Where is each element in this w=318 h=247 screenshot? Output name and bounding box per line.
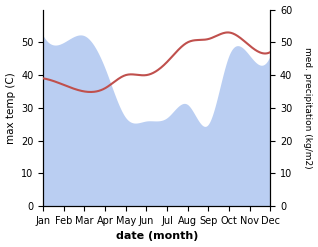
Y-axis label: med. precipitation (kg/m2): med. precipitation (kg/m2) xyxy=(303,47,313,169)
X-axis label: date (month): date (month) xyxy=(115,231,198,242)
Y-axis label: max temp (C): max temp (C) xyxy=(5,72,16,144)
